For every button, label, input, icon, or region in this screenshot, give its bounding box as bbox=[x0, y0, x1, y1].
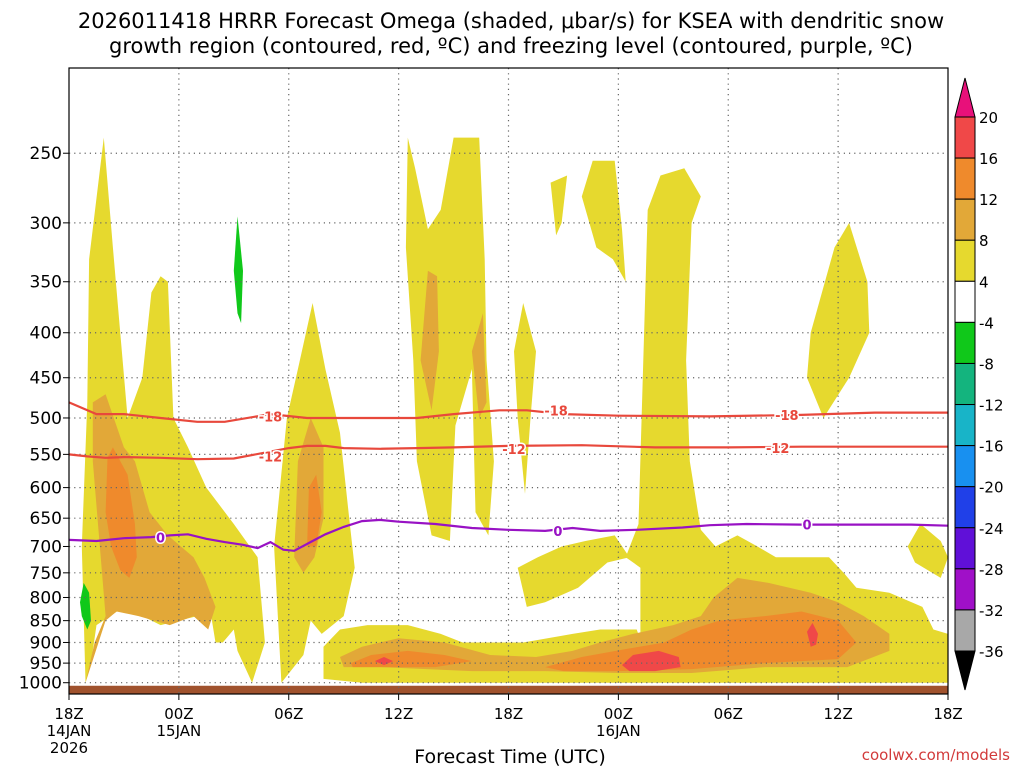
isotherm-label-2-1: 0 bbox=[553, 525, 562, 540]
colorbar-label-11: -28 bbox=[979, 561, 1004, 579]
y-tick-label-250: 250 bbox=[30, 144, 62, 164]
colorbar-bin--8--4 bbox=[954, 321, 976, 364]
colorbar-bin--36--32 bbox=[954, 609, 976, 652]
isotherm-label-2-2: 0 bbox=[802, 519, 811, 534]
isotherm-label-1-0: -12 bbox=[259, 450, 283, 465]
isotherm-0-line bbox=[68, 518, 949, 552]
colorbar-label-13: -36 bbox=[979, 643, 1004, 661]
x-tick-date-5: 16JAN bbox=[596, 722, 641, 740]
omega-region-4-4 bbox=[550, 175, 568, 236]
colorbar-bin--24--20 bbox=[954, 486, 976, 529]
isotherm-minus12-line bbox=[68, 444, 948, 461]
colorbar-label-5: -4 bbox=[979, 314, 994, 332]
colorbar-label-2: 12 bbox=[979, 191, 998, 209]
colorbar-label-6: -8 bbox=[979, 355, 994, 373]
colorbar-label-4: 4 bbox=[979, 273, 989, 291]
omega-region-8-14 bbox=[420, 270, 439, 411]
omega-region-16-23 bbox=[807, 622, 818, 647]
y-tick-label-950: 950 bbox=[30, 654, 62, 674]
omega-region-4-10 bbox=[907, 524, 948, 578]
y-tick-label-850: 850 bbox=[30, 612, 62, 632]
isotherm-label-2-0: 0 bbox=[156, 532, 165, 547]
colorbar-bin--12--8 bbox=[954, 362, 976, 406]
colorbar-top-arrow bbox=[954, 77, 976, 118]
y-tick-label-350: 350 bbox=[30, 273, 62, 293]
y-tick-label-900: 900 bbox=[30, 633, 62, 653]
colorbar-bin-8-12 bbox=[954, 198, 976, 241]
omega-region-12-18 bbox=[307, 474, 322, 547]
colorbar-label-7: -12 bbox=[979, 397, 1004, 415]
omega-region-4-9 bbox=[807, 222, 870, 418]
colorbar: 20 16 12 8 4 -4 -8 -12 -16 -20 -24 -28 -32 -36 bbox=[954, 77, 1004, 691]
colorbar-bin--20--16 bbox=[954, 445, 976, 488]
colorbar-label-12: -32 bbox=[979, 602, 1004, 620]
y-tick-label-300: 300 bbox=[30, 214, 62, 234]
omega-region--4-24 bbox=[233, 216, 243, 324]
omega-region--4-25 bbox=[80, 582, 91, 630]
y-tick-label-1000: 1000 bbox=[19, 674, 62, 694]
isotherm-label-1-2: -12 bbox=[766, 442, 790, 457]
colorbar-label-9: -20 bbox=[979, 479, 1004, 497]
colorbar-bin-12-16 bbox=[954, 157, 976, 200]
y-tick-label-650: 650 bbox=[30, 509, 62, 529]
y-tick-label-600: 600 bbox=[30, 479, 62, 499]
isotherm-label-0-1: -18 bbox=[544, 404, 568, 419]
omega-region-4-5 bbox=[581, 160, 626, 282]
axes: 2503003504004505005506006507007508008509… bbox=[19, 67, 963, 757]
colorbar-label-10: -24 bbox=[979, 520, 1004, 538]
omega-region-8-15 bbox=[471, 313, 487, 418]
y-tick-label-800: 800 bbox=[30, 588, 62, 608]
colorbar-label-3: 8 bbox=[979, 232, 989, 250]
y-tick-label-700: 700 bbox=[30, 537, 62, 557]
x-tick-label-4: 18Z bbox=[494, 705, 523, 723]
x-tick-date-1: 15JAN bbox=[157, 722, 202, 740]
y-tick-label-400: 400 bbox=[30, 324, 62, 344]
x-tick-label-3: 12Z bbox=[384, 705, 413, 723]
omega-region-12-20 bbox=[545, 611, 857, 672]
chart-title-line-2: growth region (contoured, red, ºC) and f… bbox=[109, 34, 913, 58]
colorbar-bin--16--12 bbox=[954, 404, 976, 447]
y-tick-label-550: 550 bbox=[30, 445, 62, 465]
x-tick-label-8: 18Z bbox=[933, 705, 962, 723]
omega-region-4-2 bbox=[405, 137, 494, 541]
y-tick-label-500: 500 bbox=[30, 409, 62, 429]
colorbar-bin--28--24 bbox=[954, 527, 976, 570]
colorbar-bin-16-20 bbox=[954, 116, 976, 159]
isotherm-label-0-2: -18 bbox=[775, 409, 799, 424]
x-tick-label-6: 06Z bbox=[714, 705, 743, 723]
ground-band bbox=[69, 685, 948, 694]
x-tick-year-0: 2026 bbox=[50, 739, 88, 757]
colorbar-bin-4-8 bbox=[954, 239, 976, 282]
isotherm-label-1-1: -12 bbox=[502, 443, 526, 458]
colorbar-bottom-arrow bbox=[954, 650, 976, 691]
omega-region-12-17 bbox=[105, 447, 137, 578]
isotherm-label-0-0: -18 bbox=[259, 410, 283, 425]
y-tick-label-750: 750 bbox=[30, 564, 62, 584]
colorbar-label-1: 16 bbox=[979, 150, 998, 168]
x-tick-label-5: 00Z bbox=[604, 705, 633, 723]
x-axis-label: Forecast Time (UTC) bbox=[414, 746, 605, 768]
omega-region-16-21 bbox=[374, 657, 394, 666]
colorbar-bin--4-4 bbox=[954, 280, 976, 323]
credit-link[interactable]: coolwx.com/models bbox=[862, 746, 1010, 764]
x-tick-date-0: 14JAN bbox=[47, 722, 92, 740]
omega-region-16-22 bbox=[622, 650, 681, 672]
y-tick-label-450: 450 bbox=[30, 369, 62, 389]
omega-region-4-3 bbox=[514, 303, 536, 494]
plot-area: -18 -18 -18 -12 -12 -12 0 0 0 bbox=[68, 68, 949, 694]
colorbar-label-8: -16 bbox=[979, 438, 1004, 456]
x-tick-label-1: 00Z bbox=[164, 705, 193, 723]
x-tick-label-2: 06Z bbox=[274, 705, 303, 723]
colorbar-label-0: 20 bbox=[979, 109, 998, 127]
colorbar-bin--32--28 bbox=[954, 568, 976, 611]
chart-title-line-1: 2026011418 HRRR Forecast Omega (shaded, … bbox=[78, 9, 944, 33]
omega-region-4-6 bbox=[625, 168, 948, 683]
isotherm-minus18-line bbox=[68, 401, 948, 423]
x-tick-label-0: 18Z bbox=[54, 705, 83, 723]
omega-region-4-7 bbox=[517, 535, 630, 607]
x-tick-label-7: 12Z bbox=[823, 705, 852, 723]
